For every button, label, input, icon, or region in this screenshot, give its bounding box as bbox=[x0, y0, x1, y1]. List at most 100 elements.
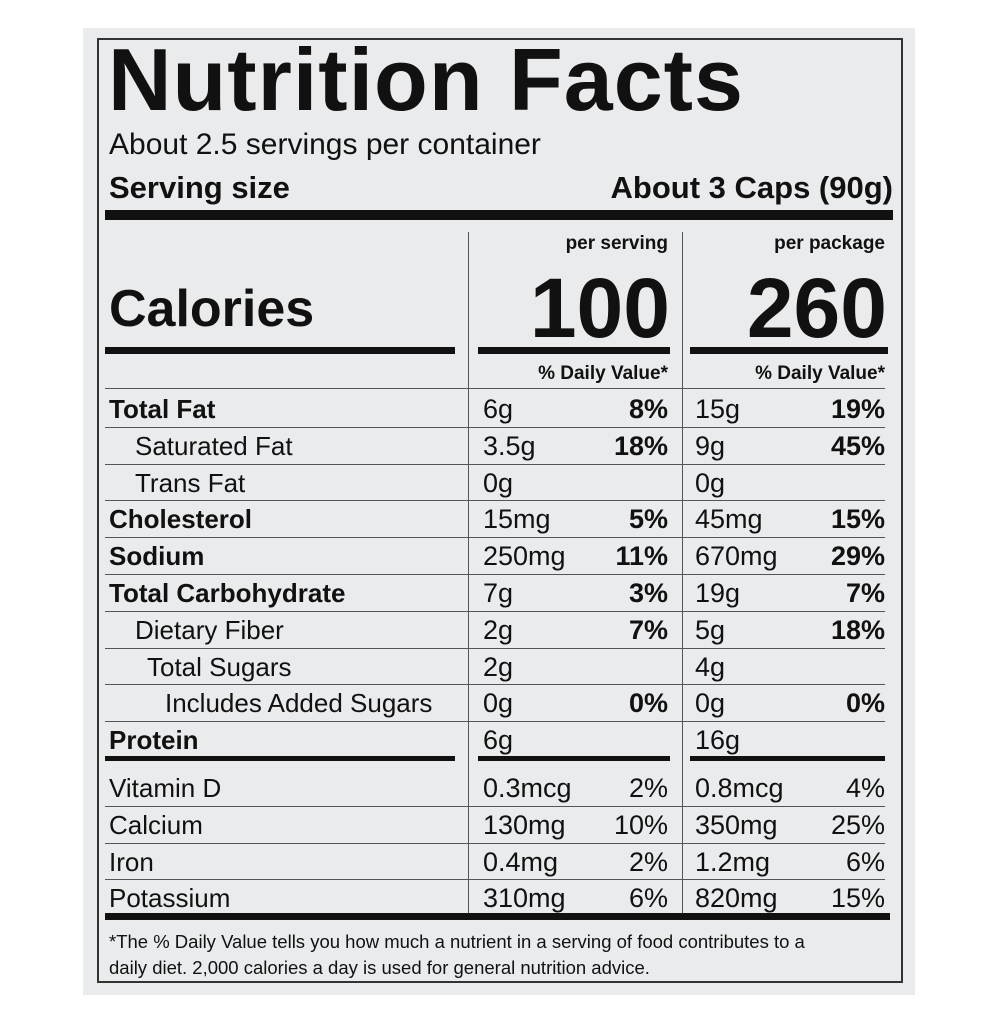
nutrient-name: Calcium bbox=[109, 809, 203, 840]
amount: 3.5g bbox=[483, 430, 536, 461]
divider bbox=[105, 913, 890, 920]
row-line bbox=[105, 721, 885, 723]
amount: 0g bbox=[483, 688, 514, 719]
row-line bbox=[105, 500, 885, 502]
divider bbox=[105, 347, 455, 354]
daily-value: 2% bbox=[628, 846, 668, 877]
daily-value: 4% bbox=[845, 773, 885, 803]
divider bbox=[478, 347, 670, 354]
divider bbox=[690, 347, 888, 354]
column-divider bbox=[468, 232, 469, 914]
column-header: per package bbox=[774, 233, 885, 254]
nutrient-name: Iron bbox=[109, 846, 154, 877]
daily-value: 18% bbox=[613, 430, 668, 461]
nutrient-name: Potassium bbox=[109, 883, 231, 914]
row-line bbox=[105, 610, 885, 612]
column-header: per serving bbox=[565, 233, 668, 254]
servings: About 2.5 servings per container bbox=[109, 128, 541, 161]
amount: 19g bbox=[695, 578, 741, 608]
row-line bbox=[105, 879, 885, 881]
daily-value: 6% bbox=[845, 846, 885, 877]
daily-value: 10% bbox=[613, 809, 668, 840]
calories-value: 100 bbox=[529, 261, 670, 355]
amount: 4g bbox=[695, 651, 726, 682]
amount: 820mg bbox=[695, 883, 778, 914]
footnote: daily diet. 2,000 calories a day is used… bbox=[109, 957, 650, 978]
divider bbox=[478, 756, 670, 761]
nutrient-name: Trans Fat bbox=[135, 467, 246, 498]
amount: 2g bbox=[483, 614, 514, 645]
daily-value: 15% bbox=[830, 883, 885, 914]
daily-value: 7% bbox=[845, 578, 885, 608]
amount: 6g bbox=[483, 394, 514, 424]
nutrient-name: Vitamin D bbox=[109, 773, 222, 803]
column-divider bbox=[682, 232, 683, 914]
daily-value: 29% bbox=[830, 541, 885, 572]
row-line bbox=[105, 684, 885, 686]
daily-value: 11% bbox=[615, 541, 668, 572]
nutrient-name: Protein bbox=[109, 725, 199, 756]
daily-value: 0% bbox=[845, 688, 885, 719]
daily-value: 7% bbox=[628, 614, 668, 645]
nutrient-name: Saturated Fat bbox=[135, 430, 293, 461]
amount: 15g bbox=[695, 394, 741, 424]
nutrient-name: Total Carbohydrate bbox=[109, 578, 346, 608]
amount: 310mg bbox=[483, 883, 566, 914]
row-line bbox=[105, 574, 885, 575]
amount: 0.3mcg bbox=[483, 773, 572, 803]
row-line bbox=[105, 842, 885, 844]
row-line bbox=[105, 805, 885, 807]
row-line bbox=[105, 388, 885, 389]
amount: 130mg bbox=[483, 809, 566, 840]
daily-value: 15% bbox=[830, 504, 885, 535]
daily-value: 18% bbox=[830, 614, 885, 645]
daily-value-header: % Daily Value* bbox=[755, 363, 885, 384]
row-line bbox=[105, 647, 885, 649]
divider bbox=[105, 756, 455, 761]
footnote: *The % Daily Value tells you how much a … bbox=[109, 931, 805, 952]
daily-value: 3% bbox=[628, 578, 668, 608]
divider bbox=[690, 756, 885, 761]
amount: 45mg bbox=[695, 504, 763, 535]
calories-label: Calories bbox=[109, 280, 315, 338]
amount: 15mg bbox=[483, 504, 551, 535]
nutrient-name: Total Sugars bbox=[147, 651, 292, 682]
nutrient-name: Total Fat bbox=[109, 394, 216, 424]
nutrient-name: Sodium bbox=[109, 541, 205, 572]
row-line bbox=[105, 426, 885, 428]
nutrient-name: Includes Added Sugars bbox=[165, 688, 433, 719]
amount: 2g bbox=[483, 651, 514, 682]
daily-value: 6% bbox=[628, 883, 668, 914]
amount: 0.4mg bbox=[483, 846, 559, 877]
daily-value: 19% bbox=[830, 394, 885, 424]
amount: 7g bbox=[483, 578, 514, 608]
amount: 6g bbox=[483, 725, 514, 756]
amount: 1.2mg bbox=[695, 846, 771, 877]
amount: 670mg bbox=[695, 541, 778, 572]
daily-value: 5% bbox=[628, 504, 668, 535]
serving-size-label: Serving size bbox=[109, 170, 290, 205]
row-line bbox=[105, 463, 885, 465]
daily-value-header: % Daily Value* bbox=[538, 363, 668, 384]
nutrient-name: Cholesterol bbox=[109, 504, 253, 535]
amount: 9g bbox=[695, 430, 726, 461]
amount: 0g bbox=[695, 467, 726, 498]
daily-value: 25% bbox=[830, 809, 885, 840]
amount: 250mg bbox=[483, 541, 566, 572]
amount: 0.8mcg bbox=[695, 773, 784, 803]
calories-value: 260 bbox=[746, 261, 887, 355]
label-panel bbox=[83, 28, 915, 995]
row-line bbox=[105, 537, 885, 539]
daily-value: 45% bbox=[830, 430, 885, 461]
daily-value: 0% bbox=[628, 688, 668, 719]
amount: 5g bbox=[695, 614, 726, 645]
daily-value: 2% bbox=[628, 773, 668, 803]
divider bbox=[105, 210, 893, 220]
title: Nutrition Facts bbox=[108, 30, 744, 129]
amount: 16g bbox=[695, 725, 741, 756]
daily-value: 8% bbox=[628, 394, 668, 424]
amount: 0g bbox=[483, 467, 514, 498]
nutrient-name: Dietary Fiber bbox=[135, 614, 284, 645]
amount: 0g bbox=[695, 688, 726, 719]
